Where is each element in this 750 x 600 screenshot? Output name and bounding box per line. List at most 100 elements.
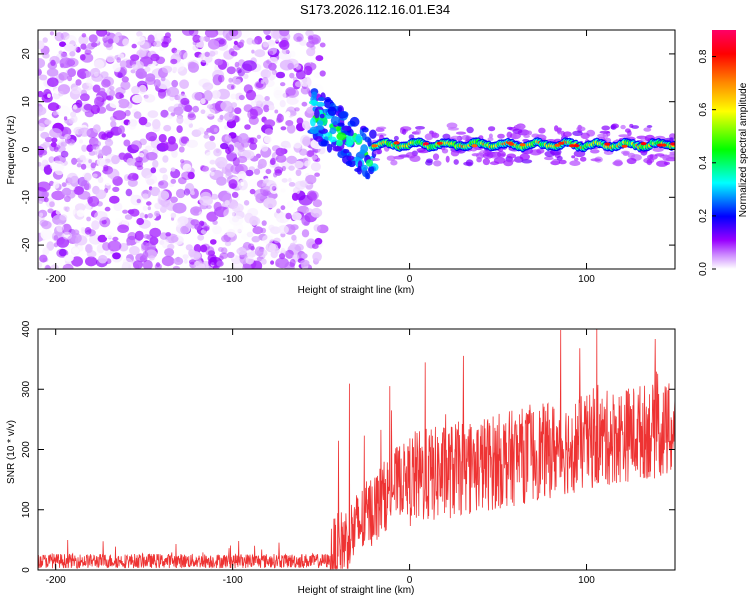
noise-cell (75, 99, 83, 108)
noise-cell (291, 192, 299, 201)
noise-cell (112, 110, 127, 121)
noise-cell (135, 156, 143, 163)
onset-cell (317, 120, 324, 127)
signal-peak-cell (423, 142, 429, 146)
noise-cell (84, 172, 92, 182)
noise-cell (183, 118, 193, 125)
onset-cell (337, 106, 343, 112)
onset-cell (361, 164, 368, 171)
noise-cell (200, 244, 208, 253)
noise-cell (227, 144, 235, 153)
signal-halo-cell (466, 126, 474, 134)
noise-cell (221, 167, 229, 174)
snr-y-tick-label: 400 (21, 320, 32, 337)
noise-cell (301, 253, 308, 259)
noise-cell (77, 156, 87, 164)
noise-cell (182, 163, 192, 172)
noise-cell (249, 137, 255, 143)
noise-cell (135, 68, 147, 79)
signal-halo-cell (597, 133, 606, 138)
noise-cell (160, 76, 166, 82)
noise-cell (88, 159, 92, 164)
noise-cell (91, 220, 100, 231)
noise-cell (145, 151, 158, 161)
signal-peak-cell (660, 143, 667, 147)
onset-cell (311, 99, 318, 107)
noise-cell (64, 134, 71, 140)
noise-cell (94, 96, 105, 107)
noise-cell (41, 190, 50, 198)
noise-cell (197, 234, 205, 241)
noise-cell (254, 49, 266, 58)
noise-cell (279, 30, 290, 37)
noise-cell (63, 116, 68, 121)
noise-cell (176, 125, 183, 133)
noise-cell (200, 98, 206, 105)
onset-cell (343, 149, 350, 154)
noise-cell (237, 155, 248, 164)
noise-cell (50, 141, 57, 148)
noise-cell (106, 95, 112, 101)
noise-cell (294, 243, 304, 252)
noise-cell (205, 108, 216, 117)
noise-cell (71, 247, 80, 254)
noise-cell (149, 236, 159, 246)
noise-cell (102, 242, 111, 251)
noise-cell (249, 188, 256, 195)
noise-cell (64, 195, 71, 203)
snr-y-tick-label: 100 (21, 501, 32, 518)
noise-cell (52, 111, 58, 116)
signal-halo-cell (482, 152, 494, 159)
noise-cell (136, 198, 141, 204)
noise-cell (52, 181, 60, 189)
noise-cell (153, 40, 162, 48)
noise-cell (47, 77, 59, 88)
signal-halo-cell (512, 133, 517, 140)
noise-cell (158, 134, 167, 143)
noise-cell (113, 202, 123, 211)
onset-cell (365, 159, 374, 167)
snr-x-tick-label: 100 (578, 575, 595, 586)
noise-cell (38, 162, 42, 167)
noise-cell (223, 208, 235, 219)
signal-halo-cell (442, 133, 451, 140)
noise-cell (79, 54, 86, 61)
onset-cell (310, 117, 316, 127)
noise-cell (84, 182, 92, 191)
noise-cell (218, 39, 225, 45)
noise-cell (285, 111, 291, 117)
noise-cell (144, 66, 151, 73)
noise-cell (287, 143, 292, 149)
noise-cell (263, 104, 270, 113)
noise-cell (38, 106, 47, 116)
noise-cell (279, 253, 286, 260)
noise-cell (188, 62, 199, 73)
noise-cell (204, 141, 216, 151)
noise-cell (271, 185, 277, 191)
noise-cell (263, 197, 277, 209)
noise-cell (170, 196, 178, 203)
noise-cell (79, 139, 83, 144)
signal-peak-cell (670, 142, 675, 146)
noise-cell (176, 115, 184, 125)
onset-cell (348, 155, 355, 161)
noise-cell (44, 119, 52, 125)
onset-cell (349, 116, 360, 127)
spectrogram-y-tick-label: -10 (21, 190, 32, 205)
noise-cell (48, 116, 55, 121)
noise-cell (156, 30, 165, 40)
noise-cell (141, 168, 153, 179)
noise-cell (86, 216, 91, 222)
noise-cell (162, 174, 168, 181)
noise-cell (210, 239, 217, 245)
noise-cell (147, 213, 153, 219)
noise-cell (104, 138, 114, 147)
noise-cell (313, 224, 321, 232)
noise-cell (162, 65, 173, 74)
spectrogram-x-tick-label: -100 (223, 274, 243, 285)
signal-halo-cell (390, 159, 398, 166)
noise-cell (50, 264, 59, 269)
noise-cell (291, 234, 297, 241)
noise-cell (295, 69, 306, 80)
noise-cell (246, 231, 254, 238)
